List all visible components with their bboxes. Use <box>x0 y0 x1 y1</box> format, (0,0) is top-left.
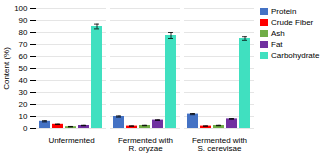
html-text:Carbohydrate: Carbohydrate <box>271 51 320 60</box>
svg-text:30: 30 <box>19 88 28 97</box>
svg-text:90: 90 <box>19 16 28 25</box>
svg-text:60: 60 <box>19 52 28 61</box>
svg-text:Unfermented: Unfermented <box>48 136 94 145</box>
svg-text:100: 100 <box>14 4 28 13</box>
svg-text:70: 70 <box>19 40 28 49</box>
svg-text:0: 0 <box>23 124 28 133</box>
html-text:Ash: Ash <box>271 29 285 38</box>
svg-text:40: 40 <box>19 76 28 85</box>
svg-text:10: 10 <box>19 112 28 121</box>
svg-text:Content (%): Content (%) <box>2 47 11 90</box>
html-text:Protein: Protein <box>271 7 297 16</box>
html-text:Crude Fiber: Crude Fiber <box>271 18 314 27</box>
svg-text:Fermented withR. oryzae: Fermented withR. oryzae <box>118 136 173 153</box>
svg-text:80: 80 <box>19 28 28 37</box>
svg-text:Fermented withS. cerevisae: Fermented withS. cerevisae <box>192 136 247 153</box>
html-text:Fat: Fat <box>271 40 283 49</box>
svg-text:20: 20 <box>19 100 28 109</box>
svg-text:50: 50 <box>19 64 28 73</box>
